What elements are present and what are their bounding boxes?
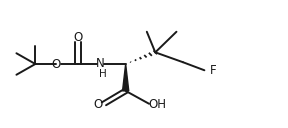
Text: N: N: [96, 57, 105, 70]
Text: H: H: [99, 69, 107, 79]
Text: OH: OH: [148, 98, 166, 111]
Text: O: O: [73, 31, 82, 44]
Text: O: O: [93, 98, 102, 111]
Polygon shape: [123, 64, 129, 91]
Text: F: F: [210, 64, 217, 77]
Text: O: O: [51, 57, 60, 71]
